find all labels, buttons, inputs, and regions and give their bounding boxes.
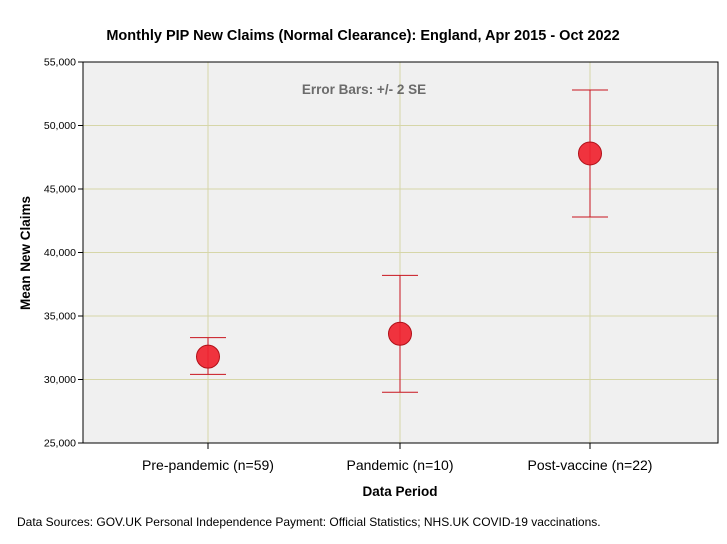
y-axis-label: Mean New Claims [18,196,33,310]
y-tick-label: 25,000 [44,438,76,450]
y-tick-label: 35,000 [44,311,76,323]
chart-title: Monthly PIP New Claims (Normal Clearance… [106,28,619,44]
x-tick-label: Pre-pandemic (n=59) [142,457,274,473]
y-axis-ticks: 25,000 30,000 35,000 40,000 45,000 50,000 55,0… [44,57,83,450]
y-tick-label: 30,000 [44,374,76,386]
x-tick-label: Pandemic (n=10) [346,457,453,473]
data-points [196,141,602,369]
x-axis-ticks: Pre-pandemic (n=59) Pandemic (n=10) Post-v… [142,443,652,473]
y-tick-label: 55,000 [44,57,76,69]
x-axis-label: Data Period [362,484,437,499]
mean-point [196,344,220,369]
mean-point [388,321,412,346]
mean-point [578,141,602,166]
y-tick-label: 50,000 [44,120,76,132]
data-sources-footnote: Data Sources: GOV.UK Personal Independen… [17,515,601,529]
y-tick-label: 45,000 [44,184,76,196]
x-tick-label: Post-vaccine (n=22) [528,457,653,473]
error-bars-annotation: Error Bars: +/- 2 SE [302,82,426,97]
y-tick-label: 40,000 [44,247,76,259]
